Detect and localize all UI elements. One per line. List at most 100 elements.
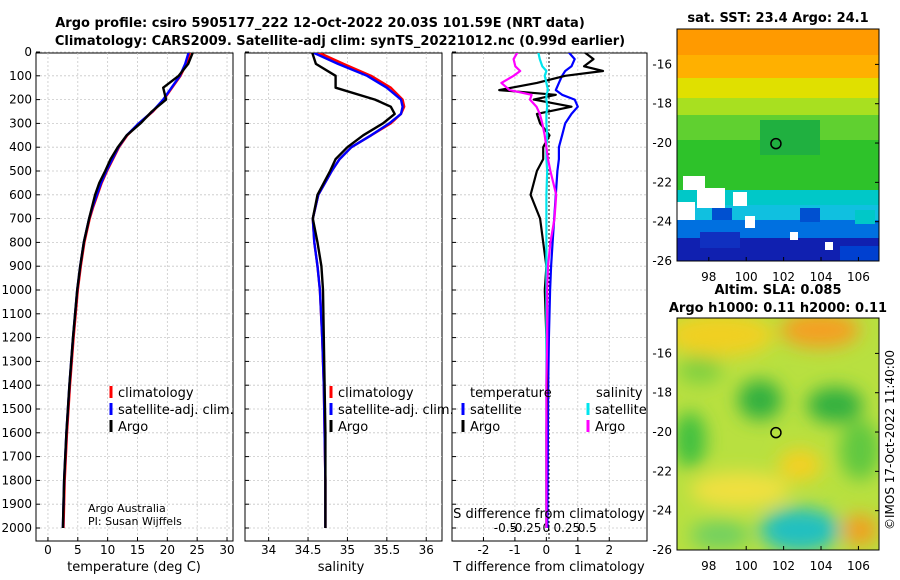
depth-tick-label: 200 <box>9 93 32 107</box>
salinity-x-label: salinity <box>318 560 365 575</box>
argo-position-marker <box>770 137 782 150</box>
map-x-tick-label: 100 <box>735 559 758 573</box>
sst-map-x-tick-labels: 98 100 102 104 106 <box>701 257 870 284</box>
map-y-tick-label: -26 <box>652 543 672 557</box>
x-tick-label: 35.5 <box>373 543 400 557</box>
map-y-tick-label: -20 <box>652 136 672 150</box>
imos-timestamp: ©IMOS 17-Oct-2022 11:40:00 <box>883 350 897 530</box>
map-x-tick-label: 102 <box>772 559 795 573</box>
depth-tick-label: 0 <box>24 45 32 59</box>
map-y-tick-label: -20 <box>652 425 672 439</box>
depth-tick-label: 1300 <box>1 354 32 368</box>
x-tick-label: 5 <box>74 543 82 557</box>
legend-label-argo: Argo <box>118 420 148 435</box>
depth-tick-label: 1100 <box>1 307 32 321</box>
depth-tick-label: 1800 <box>1 473 32 487</box>
map-x-tick-label: 98 <box>701 270 716 284</box>
difference-profile-lines <box>498 53 605 529</box>
temperature-panel: 0100200300400500600700800900100011001200… <box>1 45 234 575</box>
s-tick-label: -0.5 <box>494 521 517 535</box>
salinity-x-tick-labels: 34 34.5 35 35.5 36 <box>261 543 434 557</box>
x-tick-label: 0 <box>44 543 52 557</box>
legend-label-satellite-adj: satellite-adj. clim. <box>338 403 454 418</box>
credit-line2: PI: Susan Wijffels <box>88 515 182 528</box>
depth-tick-label: 2000 <box>1 521 32 535</box>
x-tick-label: 34 <box>261 543 276 557</box>
x-tick-label: 35 <box>340 543 355 557</box>
x-tick-label: 30 <box>219 543 234 557</box>
depth-tick-label: 1200 <box>1 331 32 345</box>
sla-map-x-tick-labels: 98 100 102 104 106 <box>701 546 870 573</box>
x-tick-label: 34.5 <box>295 543 322 557</box>
depth-tick-label: 700 <box>9 212 32 226</box>
difference-legend: temperature salinity satellite Argo sate… <box>461 386 647 435</box>
depth-tick-label: 1400 <box>1 378 32 392</box>
argo-position-marker <box>770 426 782 439</box>
temperature-profile-lines <box>61 53 194 529</box>
series-line-argo <box>311 53 396 528</box>
legend-title-salinity: salinity <box>596 386 643 401</box>
salinity-panel: 34 34.5 35 35.5 36 salinity climatology sate… <box>244 51 454 575</box>
series-line-s-argo <box>500 53 558 528</box>
map-x-tick-label: 104 <box>810 270 833 284</box>
map-y-tick-label: -16 <box>652 346 672 360</box>
depth-tick-label: 600 <box>9 188 32 202</box>
difference-panel: -2 -1 0 1 2 -0.5-0.25 0 0.250.5 S difference f… <box>451 51 648 575</box>
salinity-legend: climatology satellite-adj. clim. Argo <box>329 386 454 435</box>
sla-map-image <box>677 318 879 550</box>
depth-tick-label: 1700 <box>1 450 32 464</box>
depth-tick-label: 1500 <box>1 402 32 416</box>
map-x-tick-label: 100 <box>735 270 758 284</box>
salinity-axes-frame <box>244 52 443 542</box>
map-y-tick-label: -24 <box>652 215 672 229</box>
header-title-line2: Climatology: CARS2009. Satellite-adj cli… <box>55 34 625 49</box>
depth-tick-label: 500 <box>9 164 32 178</box>
legend-label-climatology: climatology <box>338 386 414 401</box>
sst-map-panel: sat. SST: 23.4 Argo: 24.1 <box>652 11 880 284</box>
x-tick-label: 2 <box>605 543 613 557</box>
depth-tick-label: 1000 <box>1 283 32 297</box>
x-tick-label: 36 <box>419 543 434 557</box>
temperature-x-tick-labels: 0 5 10 15 20 25 30 <box>44 543 235 557</box>
salinity-profile-lines <box>311 53 406 528</box>
s-difference-label: S difference from climatology <box>453 507 645 522</box>
map-y-tick-label: -22 <box>652 464 672 478</box>
legend-label-argo: Argo <box>338 420 368 435</box>
s-tick-label: 0.5 <box>578 521 597 535</box>
map-x-tick-label: 106 <box>847 559 870 573</box>
x-tick-label: -2 <box>477 543 489 557</box>
x-tick-label: 10 <box>100 543 115 557</box>
sla-map-y-tick-labels: -16 -18 -20 -22 -24 -26 <box>652 346 879 557</box>
depth-tick-label: 1900 <box>1 497 32 511</box>
s-tick-label: 0.25 <box>553 521 580 535</box>
t-difference-label: T difference from climatology <box>452 560 645 575</box>
legend-title-temperature: temperature <box>470 386 552 401</box>
salinity-grid <box>245 51 442 541</box>
map-x-tick-label: 106 <box>847 270 870 284</box>
x-tick-label: 0 <box>543 543 551 557</box>
s-tick-label: -0.25 <box>510 521 541 535</box>
sst-map-frame <box>676 28 880 262</box>
credit-line1: Argo Australia <box>88 502 166 515</box>
x-tick-label: 20 <box>160 543 175 557</box>
sst-map-y-tick-labels: -16 -18 -20 -22 -24 -26 <box>652 57 879 268</box>
x-tick-label: 1 <box>574 543 582 557</box>
map-y-tick-label: -18 <box>652 386 672 400</box>
temperature-grid <box>36 51 233 541</box>
map-y-tick-label: -16 <box>652 57 672 71</box>
map-x-tick-label: 102 <box>772 270 795 284</box>
x-tick-label: 15 <box>130 543 145 557</box>
legend-label-t-argo: Argo <box>470 420 500 435</box>
legend-label-climatology: climatology <box>118 386 194 401</box>
sla-map-panel: Altim. SLA: 0.085 Argo h1000: 0.11 h2000… <box>652 283 887 573</box>
legend-label-s-argo: Argo <box>595 420 625 435</box>
map-y-tick-label: -24 <box>652 504 672 518</box>
map-x-tick-label: 104 <box>810 559 833 573</box>
series-line-argo <box>61 53 194 529</box>
header-title-line1: Argo profile: csiro 5905177_222 12-Oct-2… <box>55 16 585 31</box>
map-y-tick-label: -18 <box>652 97 672 111</box>
map-y-tick-label: -26 <box>652 254 672 268</box>
sla-map-title: Altim. SLA: 0.085 <box>715 283 842 298</box>
temperature-x-label: temperature (deg C) <box>67 560 201 575</box>
